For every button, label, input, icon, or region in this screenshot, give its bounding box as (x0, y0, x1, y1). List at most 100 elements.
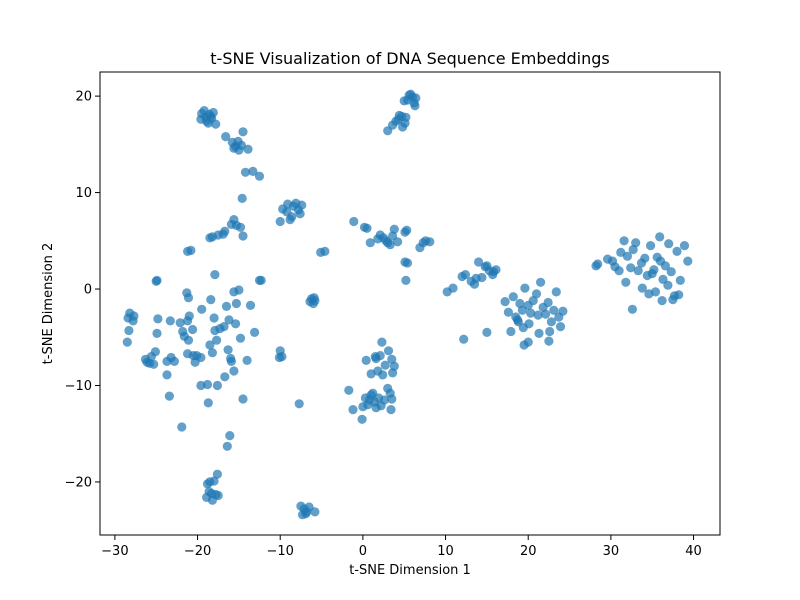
scatter-point (184, 311, 194, 321)
scatter-point (614, 266, 624, 276)
scatter-point (275, 216, 285, 227)
scatter-point (526, 308, 536, 318)
scatter-point (524, 319, 534, 329)
scatter-point (152, 328, 162, 338)
scatter-point (209, 313, 219, 323)
scatter-point (202, 379, 213, 390)
scatter-point (626, 263, 636, 273)
scatter-point (237, 193, 247, 203)
scatter-point (386, 405, 396, 415)
x-tick-label: 10 (437, 544, 454, 559)
scatter-point (400, 227, 410, 237)
scatter-point (679, 241, 690, 251)
scatter-point (122, 337, 132, 347)
scatter-point (212, 469, 222, 479)
scatter-point (238, 394, 248, 404)
scatter-point (371, 353, 381, 364)
scatter-point (234, 145, 244, 155)
scatter-point (536, 277, 546, 287)
scatter-point (223, 345, 233, 355)
scatter-point (212, 335, 222, 345)
scatter-point (254, 171, 265, 181)
scatter-point (212, 380, 222, 391)
scatter-point (666, 267, 676, 277)
scatter-point (277, 352, 287, 362)
x-axis-ticks: −30 −20 −10 0 10 20 30 40 (101, 535, 702, 559)
scatter-point (192, 351, 202, 361)
scatter-point (683, 256, 693, 266)
scatter-point (235, 333, 246, 343)
x-tick-label: 20 (520, 544, 537, 559)
scatter-point (199, 106, 209, 116)
scatter-point (183, 293, 194, 303)
scatter-point (500, 297, 510, 307)
scatter-point (206, 111, 216, 121)
scatter-point (221, 301, 232, 311)
scatter-point (348, 405, 358, 415)
scatter-point (248, 166, 258, 176)
scatter-point (175, 318, 185, 328)
scatter-point (196, 114, 206, 124)
scatter-point (295, 209, 305, 219)
x-axis-label: t-SNE Dimension 1 (349, 563, 471, 578)
scatter-point (129, 311, 139, 321)
scatter-point (380, 360, 390, 370)
y-axis-ticks: −20 −10 0 10 20 (65, 90, 100, 490)
scatter-point (506, 326, 516, 337)
scatter-point (164, 391, 174, 401)
scatter-point (664, 239, 674, 249)
scatter-point (344, 385, 354, 395)
scatter-point (226, 219, 236, 229)
scatter-point (674, 290, 684, 300)
data-points (122, 89, 693, 520)
scatter-point (410, 101, 420, 111)
scatter-point (401, 112, 411, 122)
scatter-point (541, 309, 551, 319)
scatter-point (633, 266, 643, 276)
scatter-point (675, 275, 685, 285)
scatter-point (448, 283, 458, 293)
scatter-point (205, 340, 215, 350)
chart-title: t-SNE Visualization of DNA Sequence Embe… (210, 49, 609, 68)
x-tick-label: −30 (101, 544, 128, 559)
scatter-point (203, 398, 213, 408)
scatter-point (657, 296, 667, 306)
y-tick-label: −10 (65, 379, 92, 394)
scatter-point (619, 236, 629, 246)
scatter-point (663, 280, 673, 290)
scatter-point (245, 300, 256, 310)
scatter-point (385, 240, 395, 250)
scatter-point (219, 322, 229, 332)
scatter-point (183, 246, 193, 256)
scatter-point (169, 356, 179, 366)
scatter-point (243, 144, 253, 154)
scatter-point (650, 287, 661, 297)
scatter-point (631, 238, 641, 248)
scatter-point (655, 232, 665, 242)
scatter-point (222, 441, 232, 451)
scatter-point (250, 327, 260, 337)
scatter-point (531, 289, 542, 299)
scatter-point (225, 431, 235, 441)
x-tick-label: −10 (266, 544, 293, 559)
scatter-point (460, 270, 470, 280)
scatter-point (285, 215, 295, 225)
scatter-point (231, 319, 241, 329)
scatter-point (534, 328, 544, 338)
scatter-point (357, 414, 367, 424)
scatter-point (238, 127, 248, 137)
scatter-point (209, 476, 219, 486)
scatter-point (533, 310, 543, 320)
scatter-point (349, 216, 359, 227)
y-tick-label: 0 (84, 283, 92, 298)
scatter-point (399, 96, 409, 106)
scatter-point (291, 198, 301, 208)
scatter-point (402, 258, 413, 268)
scatter-point (359, 222, 370, 232)
scatter-point (377, 337, 387, 347)
scatter-point (142, 357, 152, 367)
scatter-point (206, 295, 216, 305)
scatter-point (425, 237, 435, 247)
x-tick-label: 40 (685, 544, 702, 559)
scatter-point (124, 325, 134, 336)
